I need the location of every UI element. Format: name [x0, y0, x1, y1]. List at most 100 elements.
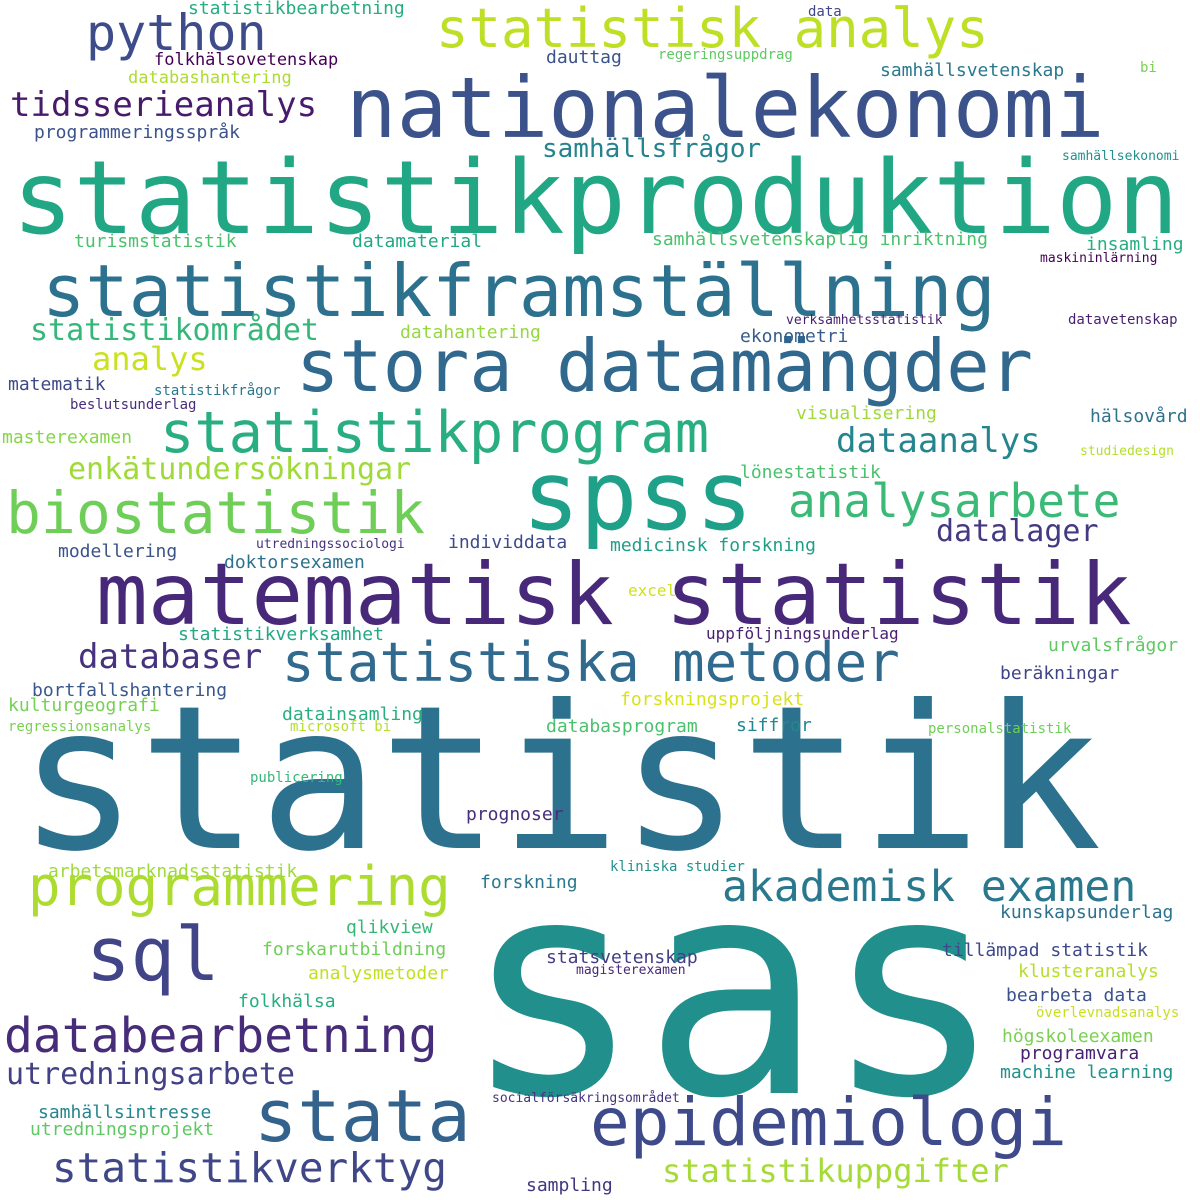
word-statistisk-analys: statistisk analys [436, 0, 989, 60]
word-visualisering: visualisering [796, 403, 937, 424]
word-dataanalys: dataanalys [836, 421, 1041, 461]
word-ekonometri: ekonometri [740, 326, 849, 347]
word-data: data [808, 4, 842, 20]
word-doktorsexamen: doktorsexamen [224, 552, 365, 573]
word-forskarutbildning: forskarutbildning [262, 939, 447, 960]
word-sampling: sampling [526, 1175, 613, 1196]
word-masterexamen: masterexamen [2, 427, 133, 448]
word-datavetenskap: datavetenskap [1068, 312, 1178, 328]
word-utredningsarbete: utredningsarbete [6, 1057, 295, 1092]
word-databasprogram: databasprogram [546, 716, 698, 737]
word-bi: bi [1140, 60, 1157, 76]
word-spss: spss [522, 440, 754, 552]
word-utredningssociologi: utredningssociologi [256, 537, 405, 552]
word-modellering: modellering [58, 541, 178, 562]
word-qlikview: qlikview [346, 917, 433, 938]
word-beslutsunderlag: beslutsunderlag [70, 397, 197, 413]
word-databearbetning: databearbetning [4, 1008, 438, 1064]
word-biostatistik: biostatistik [6, 479, 426, 547]
word-turismstatistik: turismstatistik [74, 231, 237, 252]
word-epidemiologi: epidemiologi [590, 1084, 1067, 1161]
word-databashantering: databashantering [128, 68, 292, 88]
word-statistikverktyg: statistikverktyg [52, 1144, 447, 1192]
word-urvalsfragor: urvalsfrågor [1048, 635, 1179, 656]
word-statistikomradet: statistikområdet [30, 313, 319, 348]
word-maskininlarning: maskininlärning [1040, 251, 1158, 266]
word-folkhalsa: folkhälsa [238, 991, 336, 1012]
word-stata: stata [254, 1074, 471, 1158]
word-databaser: databaser [78, 637, 263, 677]
word-programvara: programvara [1020, 1043, 1140, 1064]
word-prognoser: prognoser [466, 804, 564, 825]
word-berakningar: beräkningar [1000, 663, 1120, 684]
word-kulturgeografi: kulturgeografi [8, 695, 160, 716]
word-kunskapsunderlag: kunskapsunderlag [1000, 902, 1174, 923]
word-utredningsprojekt: utredningsprojekt [30, 1119, 215, 1140]
word-lonestatistik: lönestatistik [740, 462, 881, 483]
word-statistikuppgifter: statistikuppgifter [662, 1152, 1009, 1190]
word-regeringsuppdrag: regeringsuppdrag [658, 47, 793, 63]
word-verksamhetsstatistik: verksamhetsstatistik [786, 313, 943, 328]
word-statistikverksamhet: statistikverksamhet [178, 624, 384, 645]
word-matematisk-statistik: matematisk statistik [96, 545, 1132, 645]
word-samhallsvetenskap: samhällsvetenskap [880, 60, 1065, 81]
word-datauttag: dauttag [546, 47, 622, 68]
word-statistikproduktion: statistikproduktion [12, 139, 1179, 258]
word-excel: excel [628, 581, 677, 600]
word-matematik: matematik [8, 374, 106, 395]
word-analysmetoder: analysmetoder [308, 963, 449, 984]
word-kliniska-studier: kliniska studier [610, 859, 745, 875]
word-samhallsekonomi: samhällsekonomi [1062, 149, 1180, 164]
word-siffror: siffror [736, 715, 812, 736]
word-statistikfragor: statistikfrågor [154, 383, 281, 399]
word-medicinsk-forskning: medicinsk forskning [610, 535, 816, 556]
word-insamling: insamling [1086, 234, 1184, 255]
word-samhallsvetenskaplig-inriktning: samhällsvetenskaplig inriktning [652, 229, 988, 250]
word-studiedesign: studiedesign [1080, 444, 1174, 459]
word-datamaterial: datamaterial [352, 231, 483, 252]
word-datainsamling: datainsamling [282, 704, 423, 725]
word-samhallsintresse: samhällsintresse [38, 1102, 212, 1123]
word-personalstatistik: personalstatistik [928, 721, 1072, 737]
word-nationalekonomi: nationalekonomi [346, 59, 1105, 157]
word-uppfoljningsunderlag: uppföljningsunderlag [706, 624, 899, 643]
word-individdata: individdata [448, 532, 568, 553]
word-publicering: publicering [250, 770, 343, 786]
word-python: python [86, 4, 267, 62]
word-arbetsmarknadsstatistik: arbetsmarknadsstatistik [48, 861, 298, 882]
word-analys: analys [92, 340, 208, 378]
word-datalager: datalager [936, 514, 1099, 549]
word-programmeringssprak: programmeringsspråk [34, 122, 240, 143]
word-analysarbete: analysarbete [788, 474, 1121, 528]
word-stora-datamangder: stora datamängder [296, 324, 1033, 408]
word-overlevnadsanalys: överlevnadsanalys [1036, 1005, 1180, 1021]
word-forskningsprojekt: forskningsprojekt [620, 689, 805, 710]
word-forskning: forskning [480, 872, 578, 893]
word-programmering: programmering [28, 855, 451, 918]
word-klusteranalys: klusteranalys [1018, 961, 1159, 982]
word-hogskoleexamen: högskoleexamen [1002, 1026, 1154, 1047]
word-folkhalsovetenskap: folkhälsovetenskap [154, 50, 339, 70]
word-tidsserieanalys: tidsserieanalys [10, 85, 318, 125]
word-machine-learning: machine learning [1000, 1062, 1174, 1083]
word-samhallsfragor: samhällsfrågor [542, 134, 762, 164]
word-statistikprogram: statistikprogram [160, 400, 710, 466]
word-statistiska-metoder: statistiska metoder [282, 631, 900, 694]
word-microsoft-bi: microsoft bi [290, 719, 392, 735]
word-bortfallshantering: bortfallshantering [32, 680, 228, 701]
word-statistik: statistik [18, 663, 1102, 896]
word-regressionsanalys: regressionsanalys [8, 719, 152, 735]
word-akademisk-examen: akademisk examen [722, 862, 1137, 912]
word-sql: sql [86, 912, 220, 998]
word-datahantering: datahantering [400, 322, 541, 343]
word-tillampad-statistik: tillämpad statistik [942, 940, 1148, 961]
word-socialforsakringsomradet: socialförsäkringsområdet [492, 1091, 680, 1106]
word-magisterexamen: magisterexamen [576, 963, 686, 978]
word-enkatundersokningar: enkätundersökningar [68, 452, 412, 487]
word-sas: sas [462, 815, 1004, 1164]
word-statistikbearbetning: statistikbearbetning [188, 0, 405, 19]
word-bearbeta-data: bearbeta data [1006, 985, 1147, 1006]
word-halsovard: hälsovård [1090, 406, 1188, 427]
word-statsvetenskap: statsvetenskap [546, 947, 698, 968]
